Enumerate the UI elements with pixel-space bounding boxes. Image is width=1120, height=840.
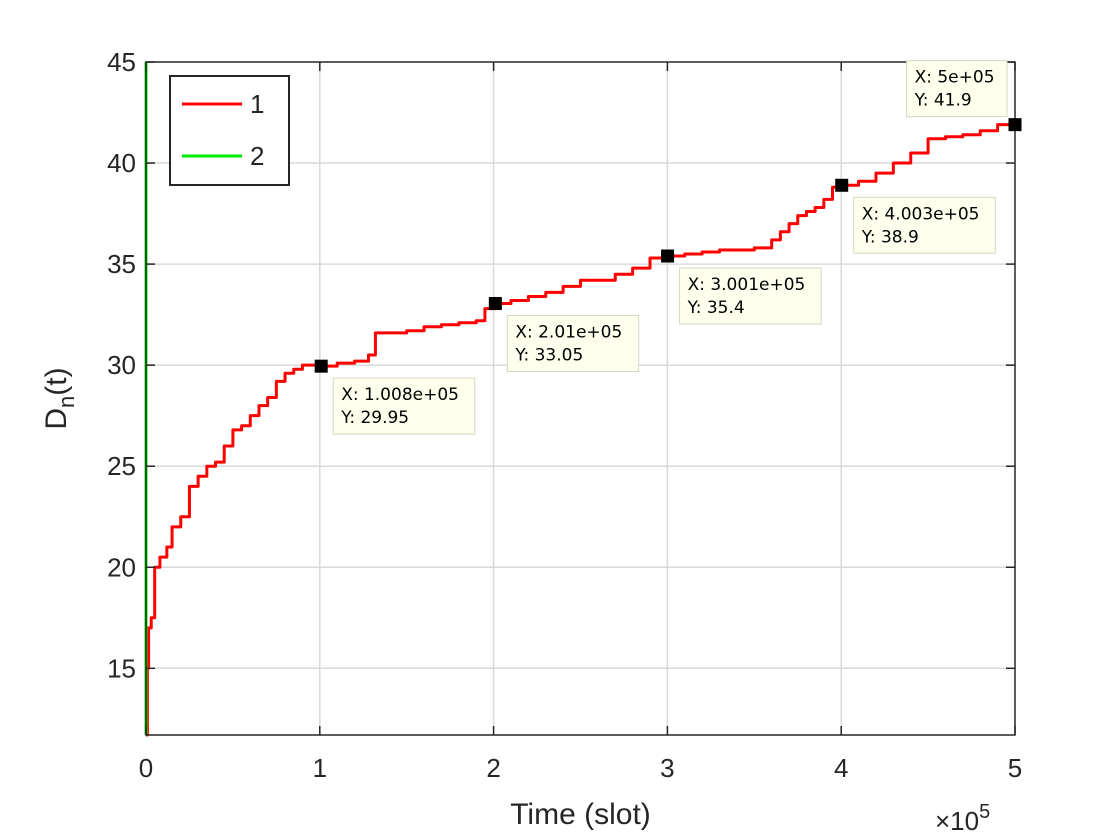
x-axis-exponent-base: ×10 <box>935 806 979 836</box>
y-tick-label: 40 <box>107 148 136 178</box>
y-axis-label-suffix: (t) <box>40 367 73 395</box>
datatip-x-text: X: 4.003e+05 <box>862 204 980 224</box>
datatip: X: 2.01e+05 Y: 33.05 <box>506 315 640 373</box>
datatip-y-text: Y: 29.95 <box>340 408 409 428</box>
datatip-box <box>506 315 640 373</box>
datatip: X: 4.003e+05 Y: 38.9 <box>853 196 996 254</box>
x-axis-label: Time (slot) <box>510 798 651 831</box>
datatip: X: 5e+05 Y: 41.9 <box>906 60 1008 118</box>
x-tick-label: 4 <box>834 753 848 783</box>
legend: 1 2 <box>169 75 290 186</box>
datatip-y-text: Y: 41.9 <box>914 91 972 111</box>
datatip-marker <box>1008 118 1022 132</box>
datatip-box <box>332 377 476 435</box>
y-tick-label: 35 <box>107 249 136 279</box>
datatip-y-text: Y: 38.9 <box>861 227 919 247</box>
datatip-box <box>906 60 1008 118</box>
x-tick-label: 1 <box>313 753 327 783</box>
datatip-marker <box>835 178 849 192</box>
x-tick-label: 3 <box>660 753 674 783</box>
datatip-marker <box>661 249 675 263</box>
y-axis-label-subscript: n <box>54 396 79 408</box>
x-axis-exponent-power: 5 <box>979 801 990 823</box>
datatip-y-text: Y: 33.05 <box>514 346 583 366</box>
y-tick-label: 45 <box>107 47 136 77</box>
x-tick-label: 0 <box>139 753 153 783</box>
x-tick-label: 5 <box>1008 753 1022 783</box>
datatip-y-text: Y: 35.4 <box>687 298 745 318</box>
datatip-layer: X: 1.008e+05Y: 29.95X: 2.01e+05Y: 33.05X… <box>332 60 1008 435</box>
legend-label-1: 1 <box>250 89 264 119</box>
datatip-x-text: X: 3.001e+05 <box>688 275 806 295</box>
x-tick-label: 2 <box>486 753 500 783</box>
marker-layer <box>314 118 1022 373</box>
y-axis-label-main: D <box>40 408 73 430</box>
datatip-marker <box>488 297 502 311</box>
legend-label-2: 2 <box>250 141 264 171</box>
datatip-x-text: X: 5e+05 <box>915 68 995 88</box>
axes-box <box>145 61 1016 736</box>
datatip-box <box>853 196 996 254</box>
y-tick-label: 20 <box>107 552 136 582</box>
x-axis-exponent: ×105 <box>935 801 990 836</box>
legend-box <box>169 75 290 186</box>
y-tick-label: 25 <box>107 451 136 481</box>
datatip: X: 3.001e+05 Y: 35.4 <box>679 267 822 325</box>
y-tick-label: 30 <box>107 350 136 380</box>
datatip-marker <box>314 359 328 373</box>
datatip-x-text: X: 1.008e+05 <box>341 385 459 405</box>
datatip-x-text: X: 2.01e+05 <box>515 323 622 343</box>
y-axis-label: Dn(t) <box>40 367 79 429</box>
datatip-box <box>679 267 822 325</box>
series-line-1 <box>145 123 1015 737</box>
y-tick-label: 15 <box>107 653 136 683</box>
datatip: X: 1.008e+05 Y: 29.95 <box>332 377 476 435</box>
grid <box>146 62 1015 735</box>
